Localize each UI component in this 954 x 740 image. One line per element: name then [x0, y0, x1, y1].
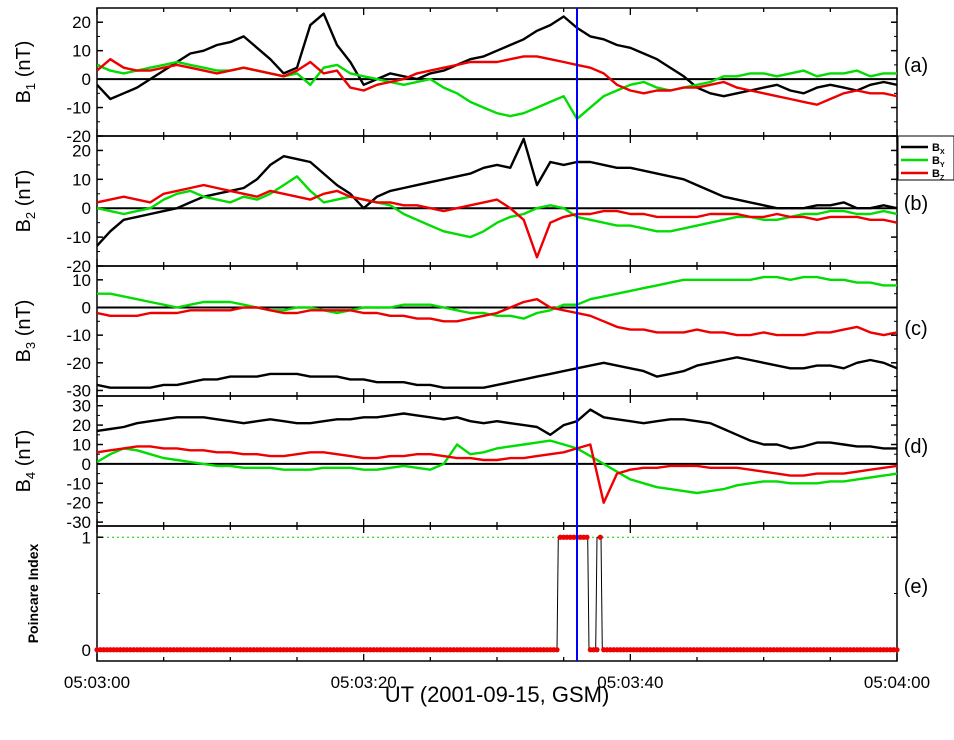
- panel-frame: [96, 525, 898, 662]
- x-tick-label: 05:03:00: [64, 673, 130, 692]
- panel-label: (e): [904, 576, 928, 598]
- panel-c: 10 0 -10 -20 -30 B3 (nT): [13, 265, 898, 400]
- y-tick-label: 10: [72, 271, 91, 290]
- series-bz: [97, 298, 897, 337]
- series-bz: [97, 183, 897, 259]
- series-bz: [97, 55, 897, 106]
- y-tick-label: -20: [66, 494, 91, 513]
- panel-frame: [96, 7, 898, 137]
- y-axis-label: B4 (nT): [13, 430, 38, 493]
- panel-b: 20 10 0 -10 -20 B2 (nT): [13, 135, 898, 276]
- y-tick-label: 20: [72, 141, 91, 160]
- y-axis-label: B2 (nT): [13, 170, 38, 233]
- y-tick-label: -10: [66, 99, 91, 118]
- y-axis-label: B3 (nT): [13, 300, 38, 363]
- y-tick-label: 10: [72, 42, 91, 61]
- y-tick-label: -10: [66, 228, 91, 247]
- y-tick-label: 30: [72, 397, 91, 416]
- series-by: [97, 60, 897, 121]
- y-tick-label: -30: [66, 513, 91, 532]
- x-tick-label: 05:04:00: [864, 673, 930, 692]
- panel-label: (b): [904, 193, 928, 215]
- y-tick-label: 10: [72, 170, 91, 189]
- y-tick-label: -10: [66, 326, 91, 345]
- y-tick-label: 10: [72, 436, 91, 455]
- series-by: [97, 439, 897, 495]
- poincare-point: [597, 534, 603, 540]
- panel-label: (a): [904, 55, 928, 77]
- series-bz: [97, 443, 897, 504]
- x-tick-label: 05:03:40: [597, 673, 663, 692]
- y-tick-label: 0: [82, 298, 91, 317]
- y-tick-label: -20: [66, 127, 91, 146]
- series-bx: [97, 356, 897, 389]
- panel-a: 20 10 0 -10 -20 B1 (nT): [13, 7, 898, 146]
- series-by: [97, 175, 897, 239]
- y-tick-label: -10: [66, 474, 91, 493]
- poincare-point: [594, 647, 600, 653]
- y-tick-label: 20: [72, 416, 91, 435]
- poincare-point: [554, 647, 560, 653]
- panel-e: 1 0 Poincare Index: [25, 525, 900, 662]
- legend-entry: BZ: [932, 168, 945, 182]
- panel-frame: [96, 265, 898, 397]
- series-by: [97, 275, 897, 320]
- legend-entry: BY: [932, 155, 945, 169]
- y-tick-label: 0: [82, 199, 91, 218]
- y-tick-label: 0: [82, 455, 91, 474]
- y-tick-label: -20: [66, 354, 91, 373]
- panel-labels: (a) (b) (c) (d) (e): [904, 55, 928, 598]
- legend-entry: BX: [932, 142, 945, 156]
- y-tick-label: 0: [82, 70, 91, 89]
- y-tick-label: -20: [66, 257, 91, 276]
- series-bx: [97, 408, 897, 450]
- poincare-point: [894, 647, 900, 653]
- y-tick-label: 0: [82, 641, 91, 660]
- y-axis-label: B1 (nT): [13, 41, 38, 104]
- series-bx: [97, 12, 897, 101]
- x-axis-label: UT (2001-09-15, GSM): [385, 682, 610, 707]
- y-axis-label: Poincare Index: [25, 543, 41, 643]
- panel-label: (c): [904, 318, 927, 340]
- x-tick-labels: 05:03:00 05:03:20 05:03:40 05:04:00: [64, 673, 930, 692]
- poincare-markers: [94, 534, 900, 653]
- series-poincare-index: [97, 536, 897, 651]
- series-bx: [97, 137, 897, 247]
- panel-label: (d): [904, 436, 928, 458]
- y-tick-label: -30: [66, 381, 91, 400]
- y-tick-label: 20: [72, 13, 91, 32]
- x-tick-label: 05:03:20: [331, 673, 397, 692]
- y-tick-label: 1: [82, 528, 91, 547]
- poincare-point: [584, 534, 590, 540]
